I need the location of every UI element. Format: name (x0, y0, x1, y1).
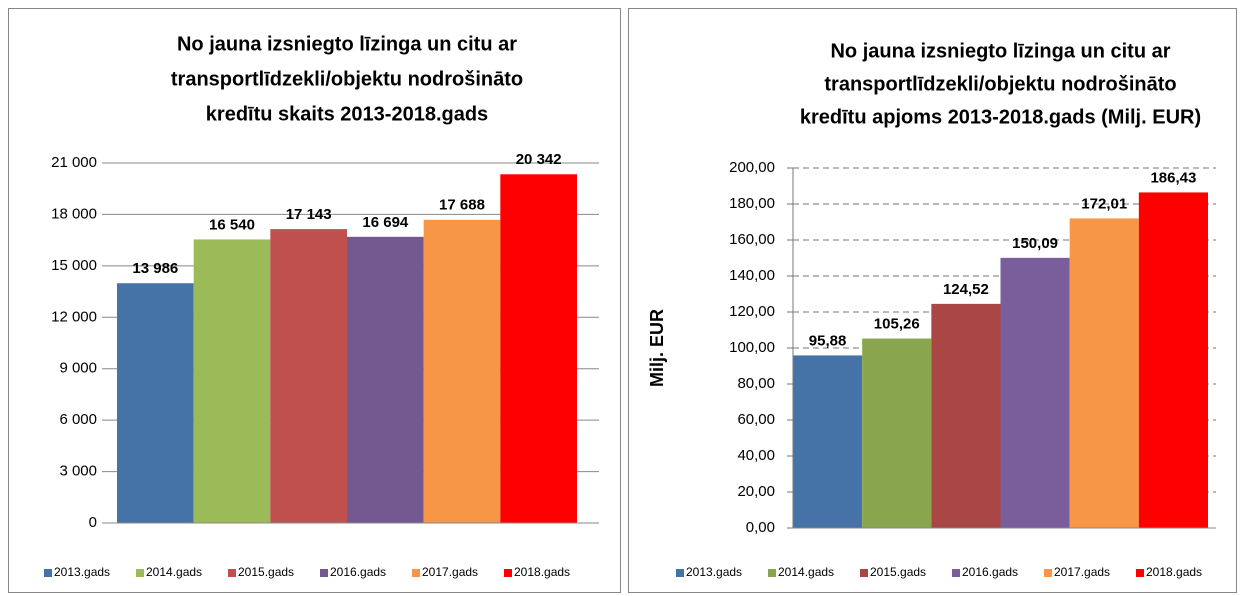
bar (117, 283, 194, 523)
y-tick-label: 0,00 (746, 519, 775, 536)
data-label: 172,01 (1081, 195, 1127, 212)
y-tick-label: 15 000 (51, 257, 97, 274)
legend-swatch (320, 569, 328, 577)
legend-swatch (676, 569, 684, 577)
data-label: 105,26 (874, 316, 920, 333)
data-label: 17 143 (286, 206, 332, 223)
legend-label: 2017.gads (422, 565, 478, 579)
legend-label: 2016.gads (962, 565, 1018, 579)
legend-swatch (860, 569, 868, 577)
bar (423, 219, 501, 523)
data-label: 150,09 (1012, 235, 1058, 252)
legend-label: 2016.gads (330, 565, 386, 579)
legend-swatch (412, 569, 420, 577)
chart-title: kredītu apjoms 2013-2018.gads (Milj. EUR… (800, 106, 1201, 128)
y-tick-label: 120,00 (729, 303, 775, 320)
legend-label: 2013.gads (54, 565, 110, 579)
data-label: 16 694 (362, 214, 409, 231)
data-label: 124,52 (943, 281, 989, 298)
legend-label: 2018.gads (514, 565, 570, 579)
bar (931, 303, 1001, 528)
chart-title: transportlīdzekli/objektu nodrošināto (171, 68, 523, 90)
legend-label: 2018.gads (1146, 565, 1202, 579)
legend-swatch (228, 569, 236, 577)
y-tick-label: 6 000 (59, 411, 97, 428)
y-tick-label: 9 000 (59, 360, 97, 377)
legend-swatch (768, 569, 776, 577)
y-tick-label: 21 000 (51, 154, 97, 171)
bar (347, 236, 424, 523)
legend-swatch (1136, 569, 1144, 577)
y-tick-label: 160,00 (729, 231, 775, 248)
bar (862, 338, 932, 528)
legend-label: 2014.gads (778, 565, 834, 579)
legend-swatch (504, 569, 512, 577)
chart-title: No jauna izsniegto līzinga un citu ar (830, 40, 1170, 62)
bar (270, 229, 347, 523)
y-tick-label: 60,00 (737, 411, 775, 428)
chart-title: kredītu skaits 2013-2018.gads (206, 103, 488, 125)
y-axis-label: Milj. EUR (647, 309, 667, 387)
bar (1069, 218, 1139, 528)
legend-swatch (952, 569, 960, 577)
data-label: 13 986 (132, 260, 178, 277)
y-tick-label: 3 000 (59, 463, 97, 480)
chart-title: transportlīdzekli/objektu nodrošināto (824, 73, 1176, 95)
legend-label: 2015.gads (870, 565, 926, 579)
y-tick-label: 200,00 (729, 159, 775, 176)
data-label: 17 688 (439, 197, 485, 214)
data-label: 95,88 (809, 332, 847, 349)
y-tick-label: 140,00 (729, 267, 775, 284)
chart-title: No jauna izsniegto līzinga un citu ar (177, 33, 517, 55)
chart: No jauna izsniegto līzinga un citu ar tra… (628, 8, 1237, 593)
bar (500, 174, 577, 523)
y-tick-label: 100,00 (729, 339, 775, 356)
y-tick-label: 20,00 (737, 483, 775, 500)
legend-swatch (44, 569, 52, 577)
legend-label: 2017.gads (1054, 565, 1110, 579)
legend-label: 2015.gads (238, 565, 294, 579)
y-tick-label: 12 000 (51, 308, 97, 325)
y-tick-label: 180,00 (729, 195, 775, 212)
legend-swatch (1044, 569, 1052, 577)
bar (1000, 257, 1070, 528)
y-tick-label: 80,00 (737, 375, 775, 392)
y-tick-label: 0 (89, 514, 97, 531)
chart: No jauna izsniegto līzinga un citu ar tra… (8, 8, 621, 593)
bar (1138, 192, 1208, 528)
data-label: 16 540 (209, 216, 255, 233)
bar (193, 239, 271, 523)
y-tick-label: 18 000 (51, 205, 97, 222)
y-tick-label: 40,00 (737, 447, 775, 464)
legend-label: 2013.gads (686, 565, 742, 579)
legend-label: 2014.gads (146, 565, 202, 579)
legend-swatch (136, 569, 144, 577)
data-label: 186,43 (1150, 169, 1196, 186)
data-label: 20 342 (516, 151, 562, 168)
bar (793, 355, 863, 528)
